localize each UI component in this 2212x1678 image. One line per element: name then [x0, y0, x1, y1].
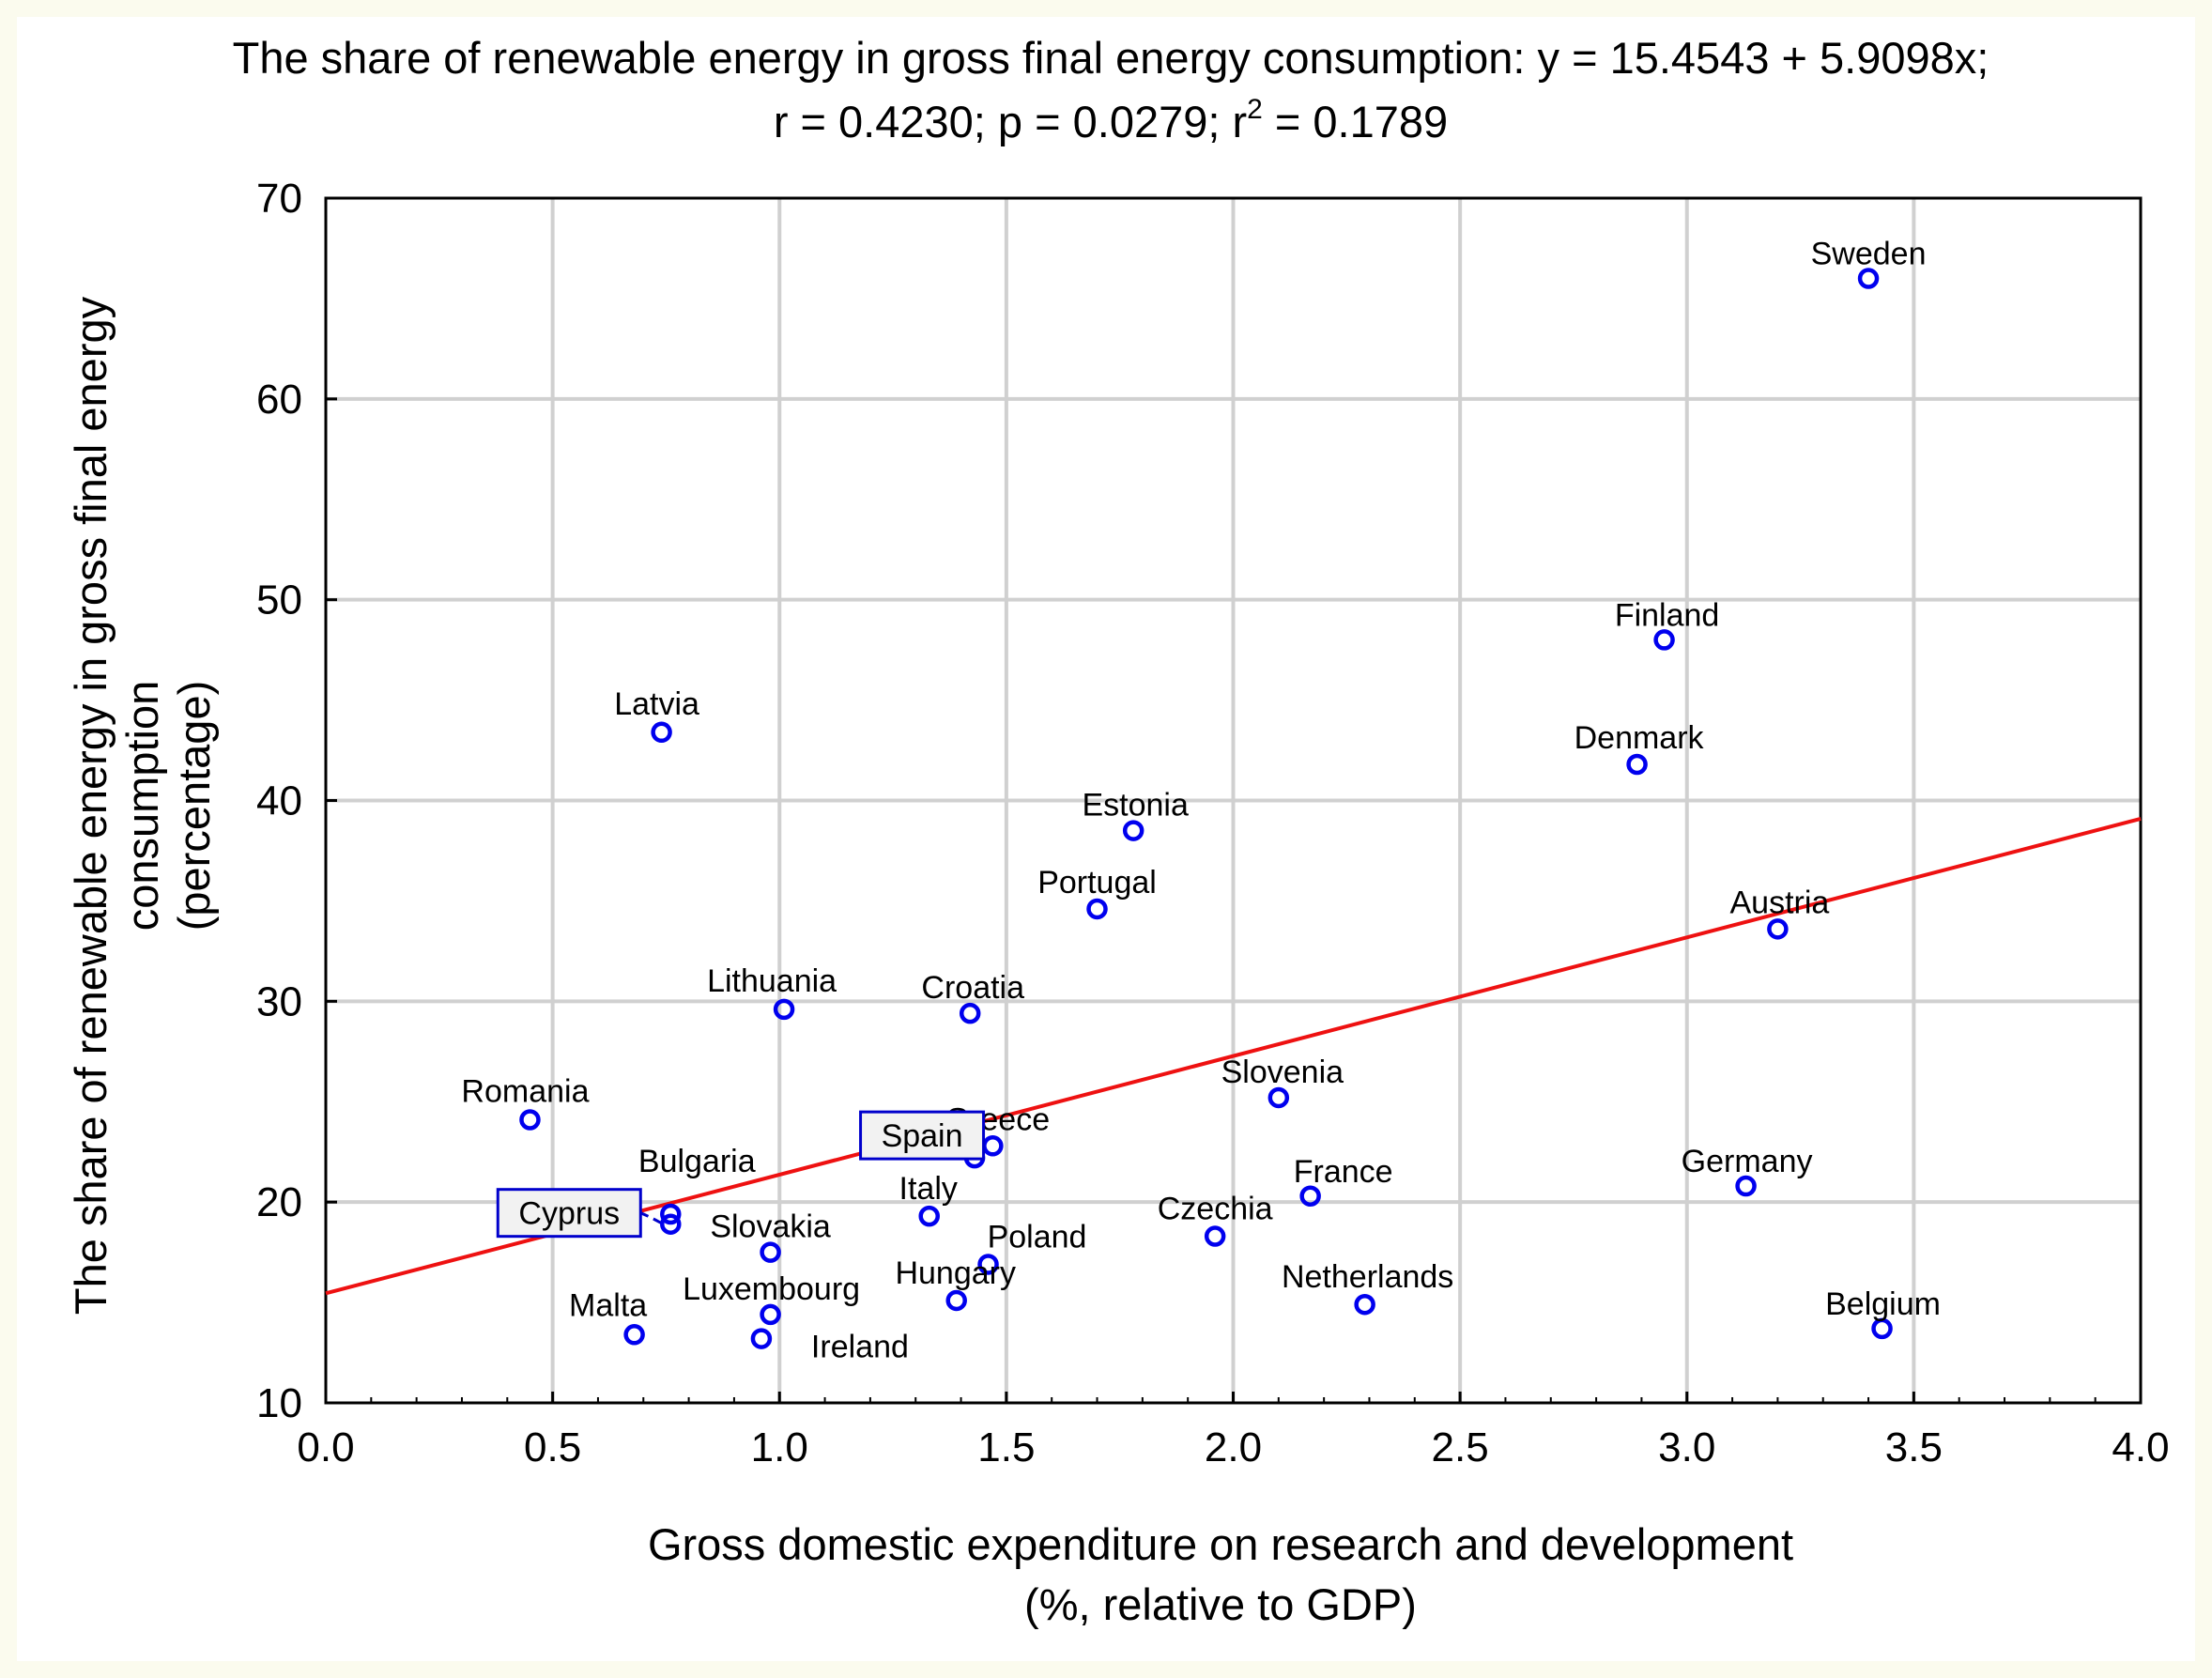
y-tick-label: 20: [256, 1179, 302, 1225]
title-r2: = 0.1789: [1263, 97, 1448, 146]
point-sweden: [1857, 268, 1880, 289]
label-hungary: Hungary: [895, 1255, 1016, 1291]
point-slovenia: [1267, 1086, 1290, 1109]
label-cyprus: Cyprus: [518, 1196, 620, 1232]
x-tick-label: 1.5: [977, 1424, 1035, 1470]
point-denmark: [1626, 753, 1648, 776]
label-sweden: Sweden: [1811, 237, 1927, 272]
x-tick-label: 3.0: [1658, 1424, 1715, 1470]
scatter-chart: 0.0 0.5 1.0 1.5 2.0 2.5 3.0 3.5 4.0 10 20 30 40 50 60 7…: [66, 33, 2170, 1629]
point-slovakia: [760, 1241, 781, 1263]
point-ireland: [750, 1328, 773, 1349]
label-box-cyprus: [496, 1188, 642, 1239]
point-lithuania: [773, 998, 795, 1021]
point-belgium: [1871, 1317, 1893, 1340]
grid-lines: [326, 198, 2141, 1403]
label-latvia: Latvia: [614, 686, 699, 722]
label-poland: Poland: [988, 1219, 1087, 1255]
x-tick-label: 1.0: [751, 1424, 808, 1470]
label-finland: Finland: [1615, 597, 1720, 633]
point-czechia: [1204, 1225, 1226, 1247]
x-tick-label: 0.0: [297, 1424, 354, 1470]
y-tick-label: 60: [256, 377, 302, 423]
label-box-spain: [859, 1110, 986, 1161]
label-romania: Romania: [461, 1073, 589, 1109]
label-france: France: [1294, 1154, 1393, 1190]
label-slovenia: Slovenia: [1221, 1055, 1344, 1090]
point-austria: [1767, 918, 1789, 940]
label-belgium: Belgium: [1825, 1286, 1941, 1322]
leader-cyprus: [639, 1211, 665, 1225]
label-slovakia: Slovakia: [710, 1209, 831, 1245]
label-germany: Germany: [1682, 1144, 1813, 1179]
point-romania: [519, 1109, 541, 1131]
y-tick-label: 30: [256, 978, 302, 1024]
chart-title-line2: r = 0.4230; p = 0.0279; r2 = 0.1789: [774, 94, 1448, 146]
point-germany: [1735, 1175, 1757, 1197]
label-czechia: Czechia: [1158, 1192, 1273, 1227]
point-croatia: [959, 1002, 981, 1024]
y-axis-title: The share of renewable energy in gross f…: [66, 296, 219, 1315]
label-croatia: Croatia: [921, 970, 1024, 1006]
tick-labels: 0.0 0.5 1.0 1.5 2.0 2.5 3.0 3.5 4.0 10 20 30 40 50 60 7…: [256, 176, 2170, 1470]
label-netherlands: Netherlands: [1282, 1259, 1453, 1295]
label-denmark: Denmark: [1575, 720, 1705, 756]
x-axis-title-line1: Gross domestic expenditure on research a…: [648, 1519, 1793, 1569]
point-estonia: [1122, 820, 1144, 841]
y-tick-label: 40: [256, 778, 302, 824]
figure: 0.0 0.5 1.0 1.5 2.0 2.5 3.0 3.5 4.0 10 20 30 40 50 60 7…: [17, 17, 2195, 1661]
x-tick-label: 4.0: [2112, 1424, 2169, 1470]
title-superscript: 2: [1247, 94, 1263, 125]
y-tick-label: 50: [256, 577, 302, 623]
point-malta: [623, 1324, 645, 1346]
point-poland: [977, 1254, 999, 1275]
y-axis-title-line1: The share of renewable energy in gross f…: [66, 296, 115, 1315]
point-hungary: [945, 1289, 967, 1312]
label-portugal: Portugal: [1037, 865, 1157, 901]
label-austria: Austria: [1729, 885, 1829, 920]
x-tick-label: 0.5: [524, 1424, 581, 1470]
title-stats: r = 0.4230; p = 0.0279; r: [774, 97, 1247, 146]
x-axis-title-line2: (%, relative to GDP): [1024, 1579, 1417, 1629]
point-greece: [982, 1135, 1004, 1157]
point-latvia: [651, 721, 672, 744]
label-malta: Malta: [569, 1287, 647, 1323]
point-luxembourg: [760, 1303, 781, 1326]
label-lithuania: Lithuania: [707, 963, 837, 999]
y-axis-title-line3: (percentage): [169, 681, 219, 931]
label-ireland: Ireland: [811, 1330, 909, 1365]
point-cyprus: [660, 1213, 682, 1235]
chart-title-line1: The share of renewable energy in gross f…: [233, 33, 1989, 83]
x-tick-label: 2.5: [1432, 1424, 1489, 1470]
point-italy: [918, 1205, 940, 1227]
x-tick-label: 2.0: [1205, 1424, 1262, 1470]
label-bulgaria: Bulgaria: [638, 1144, 756, 1179]
label-italy: Italy: [899, 1171, 958, 1207]
label-estonia: Estonia: [1082, 788, 1188, 824]
axis-ticks: [324, 196, 2143, 1405]
point-france: [1299, 1185, 1321, 1208]
point-labels: Sweden Finland Latvia Denmark Estonia Portuga…: [461, 237, 1941, 1365]
point-finland: [1653, 629, 1675, 651]
y-tick-label: 70: [256, 176, 302, 222]
label-luxembourg: Luxembourg: [683, 1271, 860, 1307]
y-tick-label: 10: [256, 1380, 302, 1426]
label-spain: Spain: [882, 1118, 963, 1154]
y-axis-title-line2: consumption: [117, 681, 167, 931]
point-bulgaria: [660, 1203, 682, 1225]
x-tick-label: 3.5: [1885, 1424, 1943, 1470]
point-netherlands: [1354, 1293, 1375, 1316]
point-portugal: [1086, 898, 1108, 920]
